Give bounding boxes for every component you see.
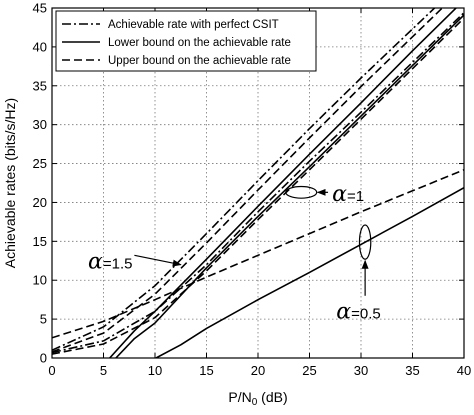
x-tick-label: 15 [199,363,213,378]
y-tick-label: 0 [40,351,47,366]
annotation-label-1: α=1 [332,182,364,207]
annotations: α=1.5α=1α=0.5 [88,182,381,324]
annotation-label-0: α=1.5 [88,250,132,275]
series-line-solid-1 [115,14,464,358]
legend-box [55,10,317,72]
annotation-value: =1.5 [103,256,133,273]
x-tick-label: 5 [100,363,107,378]
annotation-value: =1 [347,188,364,205]
series-line-solid-4 [109,8,458,358]
series-line-dashdot-0 [52,12,464,354]
y-axis-label: Achievable rates (bits/s/Hz) [2,98,18,268]
x-tick-label: 40 [457,363,471,378]
x-tick-label: 30 [354,363,368,378]
x-axis-label: P/N0 (dB) [228,389,287,408]
y-tick-label: 40 [33,39,47,54]
y-tick-label: 15 [33,234,47,249]
legend-entry-label: Achievable rate with perfect CSIT [108,19,279,31]
y-tick-label: 35 [33,78,47,93]
alpha-symbol: α [336,299,351,324]
y-tick-label: 5 [40,312,47,327]
alpha-symbol: α [88,250,103,275]
series-line-dashed-2 [52,17,464,355]
legend-entry-label: Lower bound on the achievable rate [108,37,291,49]
alpha-symbol: α [332,182,347,207]
axes: 0 5 10 15 20 25 30 35 40 0 5 10 15 20 25 30 35 40 45 [33,1,472,379]
series-line-solid-7 [155,187,464,358]
x-tick-label: 0 [48,363,55,378]
series-line-dashdot-3 [52,8,436,351]
y-tick-label: 20 [33,195,47,210]
y-tick-label: 45 [33,1,47,16]
annotation-label-2: α=0.5 [336,299,380,324]
y-tick-label: 25 [33,156,47,171]
series-line-dashed-5 [52,8,444,353]
annotation-ellipse [358,224,372,260]
x-tick-label: 20 [251,363,265,378]
axis-labels: P/N0 (dB) Achievable rates (bits/s/Hz) [2,98,288,408]
x-tick-label: 10 [148,363,162,378]
series-line-dashed-6 [52,169,464,339]
y-tick-label: 10 [33,273,47,288]
annotation-ellipse [285,185,318,199]
data-series [52,8,464,358]
x-tick-label: 35 [405,363,419,378]
x-tick-label: 25 [302,363,316,378]
legend-entry-label: Upper bound on the achievable rate [108,55,291,67]
legend: Achievable rate with perfect CSIT Lower b… [55,10,317,72]
y-tick-label: 30 [33,117,47,132]
annotation-value: =0.5 [351,305,381,322]
annotation-arrow [134,254,182,267]
